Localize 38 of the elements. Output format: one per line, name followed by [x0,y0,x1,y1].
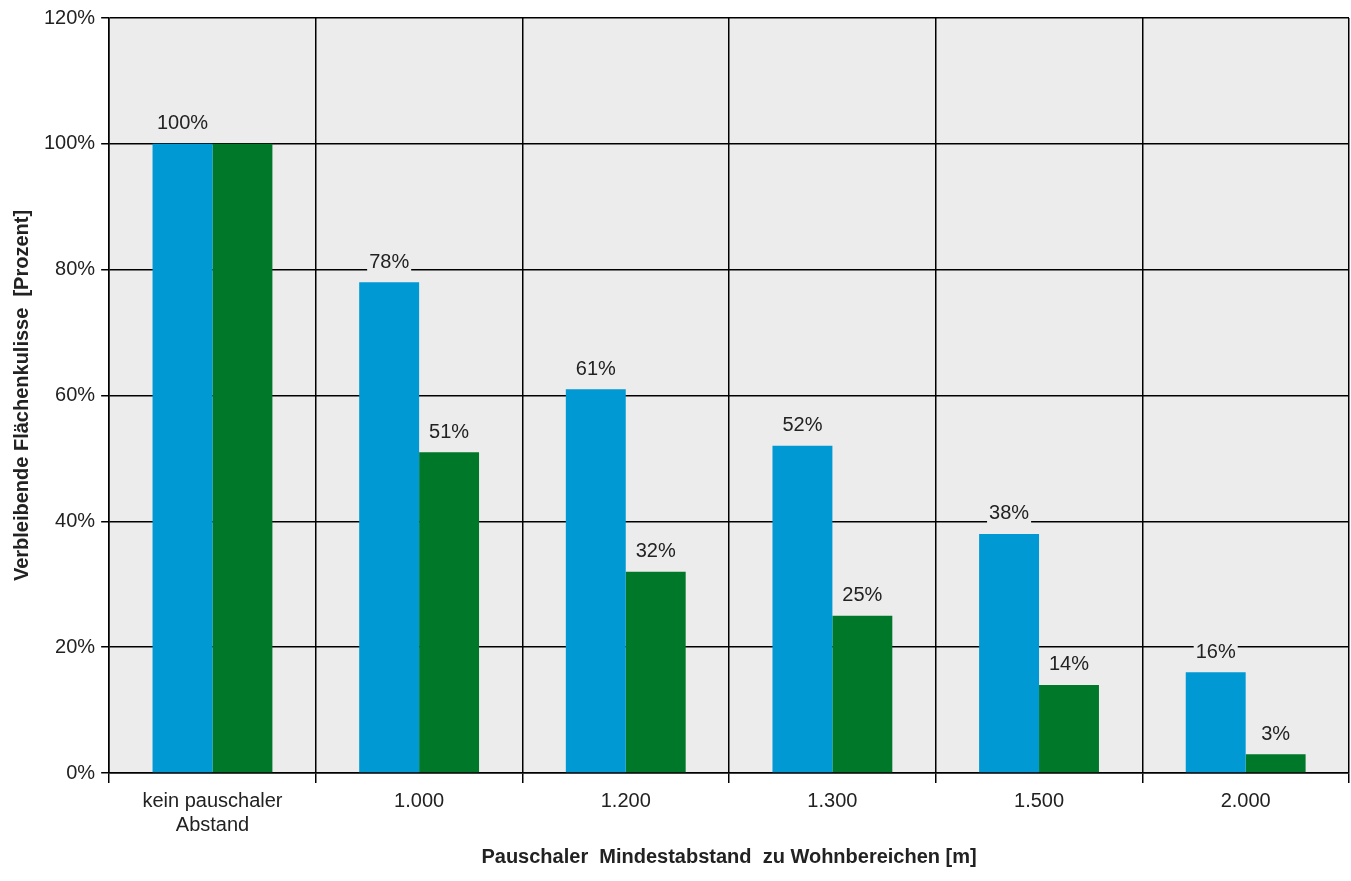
y-tick-label: 20% [55,634,96,657]
bar [419,452,480,773]
y-tick-label: 80% [55,257,96,280]
y-tick-label: 40% [55,508,96,531]
data-label: 61% [575,356,617,379]
bar [359,282,420,773]
bar [152,143,213,773]
bar [625,571,686,773]
data-label: 51% [429,419,470,442]
data-label: 52% [782,413,823,436]
data-label: 16% [1195,639,1236,662]
data-label: 32% [635,539,676,562]
data-label: 25% [842,583,883,606]
x-tick-label: 1.300 [807,788,858,811]
bar [1185,672,1246,773]
x-tick-label: 2.000 [1220,788,1271,811]
bar [1245,754,1306,773]
y-tick-label: 120% [44,5,96,28]
x-tick-label: kein pauschaler Abstand [142,788,283,835]
data-label: 78% [369,249,410,272]
bar [772,445,833,773]
bar [212,143,273,773]
bar [832,615,893,773]
y-tick-label: 0% [66,760,96,783]
bar [1039,684,1099,773]
data-label: 3% [1261,721,1291,744]
y-tick-label: 100% [44,131,96,154]
bar [565,389,626,773]
y-axis-title: Verbleibende Flächenkulisse [Prozent] [9,209,32,582]
y-tick-label: 60% [55,383,96,406]
bar [979,533,1040,773]
data-label: 100% [156,111,209,134]
data-label: 38% [989,501,1030,524]
x-tick-label: 1.500 [1014,788,1065,811]
x-axis-title: Pauschaler Mindestabstand zu Wohnbereichen [m] [481,844,977,867]
data-label: 14% [1048,652,1090,675]
x-tick-label: 1.200 [600,788,651,811]
x-tick-label: 1.000 [394,788,445,811]
